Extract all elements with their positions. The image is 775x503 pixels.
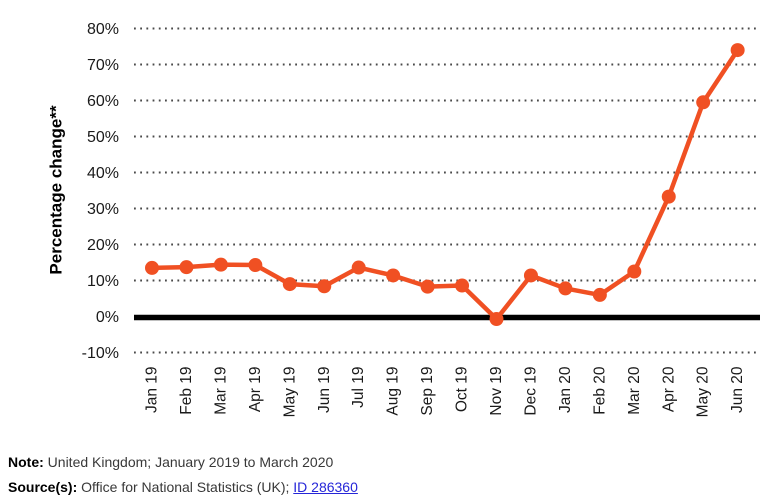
x-tick-label: May 20 bbox=[695, 366, 712, 417]
chart-footer: Note: United Kingdom; January 2019 to Ma… bbox=[8, 450, 358, 500]
trend-line bbox=[149, 47, 740, 322]
x-tick-label: Aug 19 bbox=[385, 367, 402, 416]
x-tick-label: Jan 20 bbox=[557, 366, 574, 413]
source-line: Source(s): Office for National Statistic… bbox=[8, 475, 358, 500]
x-tick-label-group: Mar 20 bbox=[626, 366, 643, 415]
y-tick-label: 80% bbox=[87, 21, 119, 38]
data-point-marker bbox=[248, 258, 263, 273]
x-tick-label: Jan 19 bbox=[144, 367, 161, 414]
x-tick-label-group: Jun 19 bbox=[316, 367, 333, 414]
x-tick-label-group: Apr 19 bbox=[247, 367, 264, 413]
x-tick-label: Apr 19 bbox=[247, 367, 264, 413]
y-tick-label: 20% bbox=[87, 237, 119, 254]
y-tick-label: -10% bbox=[82, 345, 119, 362]
x-tick-label: Mar 20 bbox=[626, 366, 643, 415]
x-tick-label: Oct 19 bbox=[454, 367, 471, 413]
x-tick-label: Nov 19 bbox=[488, 367, 505, 416]
data-point-marker bbox=[523, 268, 538, 283]
note-line: Note: United Kingdom; January 2019 to Ma… bbox=[8, 450, 358, 475]
note-label: Note: bbox=[8, 454, 44, 470]
x-tick-label-group: Dec 19 bbox=[522, 367, 539, 416]
x-tick-label-group: Aug 19 bbox=[385, 367, 402, 416]
x-tick-label-group: Feb 20 bbox=[591, 366, 608, 415]
data-point-marker bbox=[282, 277, 297, 292]
source-link[interactable]: ID 286360 bbox=[293, 479, 358, 495]
y-tick-label: 30% bbox=[87, 201, 119, 218]
y-tick-label: 60% bbox=[87, 93, 119, 110]
y-tick-label: 40% bbox=[87, 165, 119, 182]
line-chart: 80% 70% 60% 50% 40% 30% 20% 10% 0% -10% Jan 19 Feb … bbox=[47, 21, 760, 418]
y-tick-label: 0% bbox=[96, 309, 119, 326]
data-point-marker bbox=[386, 268, 401, 283]
x-tick-label-group: Jul 19 bbox=[350, 367, 367, 408]
x-tick-label: Mar 19 bbox=[212, 367, 229, 415]
x-tick-label: Jun 20 bbox=[729, 366, 746, 413]
x-tick-label-group: Jan 19 bbox=[144, 367, 161, 414]
x-tick-label-group: Feb 19 bbox=[178, 367, 195, 415]
data-point-marker bbox=[627, 264, 642, 279]
x-tick-label-group: Jan 20 bbox=[557, 366, 574, 413]
y-tick-label: 50% bbox=[87, 129, 119, 146]
data-point-marker bbox=[420, 279, 435, 294]
x-tick-label-group: Oct 19 bbox=[454, 367, 471, 413]
data-point-marker bbox=[213, 257, 228, 272]
y-axis-label-group: Percentage change** bbox=[47, 105, 66, 275]
note-text: United Kingdom; January 2019 to March 20… bbox=[43, 454, 334, 470]
source-text: Office for National Statistics (UK); bbox=[77, 479, 294, 495]
data-point-marker bbox=[592, 287, 607, 302]
x-tick-label-group: Apr 20 bbox=[660, 366, 677, 412]
x-tick-label-group: Mar 19 bbox=[212, 367, 229, 415]
x-tick-label: Jun 19 bbox=[316, 367, 333, 414]
data-point-marker bbox=[179, 260, 194, 275]
data-point-marker bbox=[455, 278, 470, 293]
data-point-marker bbox=[558, 281, 573, 296]
x-tick-label: Apr 20 bbox=[660, 366, 677, 412]
x-tick-label: May 19 bbox=[281, 367, 298, 418]
data-point-marker bbox=[696, 95, 711, 110]
data-point-marker bbox=[489, 312, 504, 327]
x-tick-label: Jul 19 bbox=[350, 367, 367, 408]
data-point-marker bbox=[351, 260, 366, 275]
x-tick-label-group: May 20 bbox=[695, 366, 712, 417]
source-label: Source(s): bbox=[8, 479, 78, 495]
x-tick-label: Dec 19 bbox=[522, 367, 539, 416]
x-tick-label: Feb 20 bbox=[591, 366, 608, 415]
x-tick-label: Sep 19 bbox=[419, 367, 436, 416]
data-point-marker bbox=[317, 279, 332, 294]
x-tick-label-group: Nov 19 bbox=[488, 367, 505, 416]
data-point-marker bbox=[730, 43, 745, 58]
data-point-marker bbox=[145, 260, 159, 275]
x-tick-label-group: May 19 bbox=[281, 367, 298, 418]
y-tick-label: 70% bbox=[87, 57, 119, 74]
y-tick-label: 10% bbox=[87, 273, 119, 290]
x-tick-label-group: Jun 20 bbox=[729, 366, 746, 413]
y-axis-label: Percentage change** bbox=[47, 105, 66, 275]
x-tick-label-group: Sep 19 bbox=[419, 367, 436, 416]
data-point-marker bbox=[661, 189, 676, 204]
x-tick-label: Feb 19 bbox=[178, 367, 195, 415]
